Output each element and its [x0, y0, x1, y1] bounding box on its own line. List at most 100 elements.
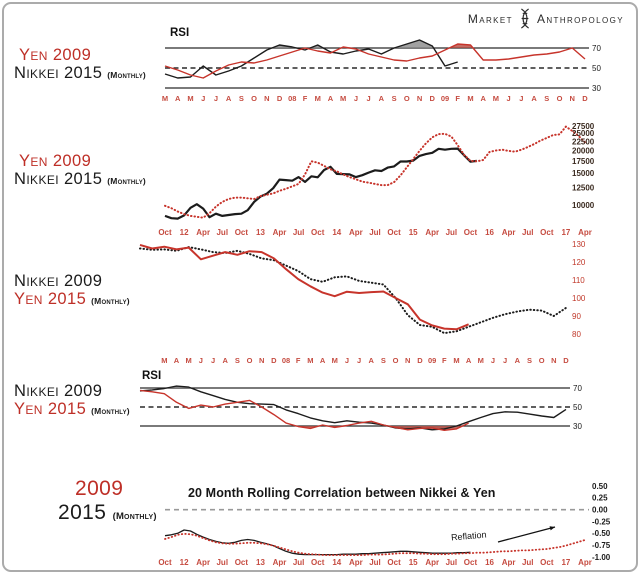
legend-fx-overlay: Nikkei 2009 Yen 2015 (Monthly) — [14, 272, 130, 309]
x-axis-tick: A — [328, 94, 334, 103]
x-axis-tick: J — [491, 356, 495, 365]
y-axis-tick: -1.00 — [592, 553, 611, 562]
x-axis-tick: M — [340, 94, 346, 103]
x-axis-tick: S — [235, 356, 240, 365]
y-axis-tick: 15000 — [572, 169, 595, 178]
series-nikkei-2009-rsi — [139, 385, 567, 431]
x-axis-tick: M — [332, 356, 338, 365]
x-axis-tick: Jul — [522, 228, 534, 237]
legend-line: Yen 2009 — [19, 46, 92, 64]
x-axis-tick: N — [570, 94, 575, 103]
x-axis-tick: N — [551, 356, 556, 365]
x-axis-tick: Apr — [349, 228, 363, 237]
y-axis-tick: 90 — [572, 312, 581, 321]
x-axis-tick: 13 — [256, 228, 265, 237]
x-axis-tick: A — [222, 356, 228, 365]
x-axis-tick: J — [357, 356, 361, 365]
series-nikkei-2015-rsi — [164, 39, 458, 79]
legend-price-overlay: Yen 2009 Nikkei 2015 (Monthly) — [14, 152, 146, 189]
x-axis-tick: D — [563, 356, 569, 365]
threshold-fill — [140, 386, 566, 388]
x-axis-tick: J — [519, 94, 523, 103]
x-axis-tick: Oct — [158, 558, 172, 567]
y-axis-tick: 50 — [573, 403, 582, 412]
x-axis-tick: D — [271, 356, 277, 365]
y-axis-tick: 70 — [573, 384, 582, 393]
x-axis-tick: 13 — [256, 558, 265, 567]
x-axis-tick: Apr — [196, 558, 210, 567]
x-axis-tick: M — [307, 356, 313, 365]
y-axis-tick: 25000 — [572, 129, 595, 138]
y-axis-tick: -0.25 — [592, 517, 611, 526]
x-axis-tick: 12 — [180, 228, 189, 237]
y-axis-tick: 100 — [572, 294, 586, 303]
x-axis-tick: Jul — [216, 558, 228, 567]
x-axis-tick: D — [417, 356, 423, 365]
x-axis-tick: Apr — [273, 228, 287, 237]
x-axis-tick: M — [467, 94, 473, 103]
x-axis-tick: S — [392, 94, 397, 103]
series-2015-correlation — [164, 529, 471, 556]
legend-line: Nikkei 2009 — [14, 272, 103, 290]
y-axis-tick: 30 — [573, 422, 582, 431]
x-axis-tick: 09 — [441, 94, 449, 103]
correlation-title: 20 Month Rolling Correlation between Nik… — [188, 486, 496, 500]
y-axis-tick: -0.50 — [592, 529, 611, 538]
x-axis-tick: Oct — [387, 228, 401, 237]
x-axis-tick: 14 — [332, 228, 341, 237]
x-axis-tick: J — [503, 356, 507, 365]
legend-line: Yen 2015 (Monthly) — [14, 290, 130, 309]
x-axis-tick: S — [544, 94, 549, 103]
series-nikkei-2009-rescaled- — [139, 246, 567, 335]
series-nikkei-2015 — [164, 147, 477, 220]
x-axis-tick: Jul — [293, 228, 305, 237]
y-axis-tick: 17500 — [572, 157, 595, 166]
x-axis-tick: A — [174, 356, 180, 365]
x-axis-tick: 12 — [180, 558, 189, 567]
x-axis-tick: A — [175, 94, 181, 103]
x-axis-tick: 15 — [409, 558, 418, 567]
x-axis-tick: M — [493, 94, 499, 103]
y-axis-tick: 12500 — [572, 183, 595, 192]
x-axis-tick: J — [214, 94, 218, 103]
x-axis-tick: Jul — [369, 228, 381, 237]
x-axis-tick: 08 — [282, 356, 290, 365]
x-axis-tick: 17 — [561, 558, 570, 567]
x-axis-tick: 17 — [561, 228, 570, 237]
x-axis-tick: J — [199, 356, 203, 365]
brand-logo: Market Anthropology — [468, 8, 624, 29]
x-axis-tick: 14 — [332, 558, 341, 567]
x-axis-tick: M — [453, 356, 459, 365]
y-axis-tick: 22500 — [572, 137, 595, 146]
x-axis-tick: N — [405, 356, 410, 365]
reflation-arrow — [497, 526, 556, 543]
x-axis-tick: M — [187, 94, 193, 103]
legend-suffix: (Monthly) — [91, 406, 130, 417]
legend-rsi-top: Yen 2009 Nikkei 2015 (Monthly) — [14, 46, 146, 83]
y-axis-tick: 110 — [572, 276, 585, 285]
legend-suffix: (Monthly) — [112, 510, 157, 522]
fx-overlay-chart: 130 120 110 100 90 80 M A M J J A S O N D 08 F M A M J J A S O N D 0… — [139, 240, 586, 365]
y-axis-tick: 120 — [572, 258, 586, 267]
threshold-fill — [165, 40, 458, 48]
x-axis-tick: A — [531, 94, 537, 103]
x-axis-tick: Oct — [235, 558, 249, 567]
x-axis-tick: Oct — [158, 228, 172, 237]
brand-market-text: Market — [467, 11, 513, 26]
x-axis-tick: Apr — [502, 228, 516, 237]
series-yen-2009-rsi — [164, 43, 586, 79]
x-axis-tick: Jul — [216, 228, 228, 237]
x-axis-tick: F — [296, 356, 301, 365]
dna-helix-icon — [521, 8, 529, 29]
x-axis-tick: M — [478, 356, 484, 365]
series-yen-2015 — [139, 243, 469, 331]
x-axis-tick: S — [527, 356, 532, 365]
x-axis-tick: M — [186, 356, 192, 365]
x-axis-tick: 08 — [288, 94, 296, 103]
rsi-bottom-svg: 70 50 30 — [139, 384, 582, 432]
y-axis-tick: 27500 — [572, 122, 595, 131]
x-axis-tick: Oct — [464, 228, 478, 237]
